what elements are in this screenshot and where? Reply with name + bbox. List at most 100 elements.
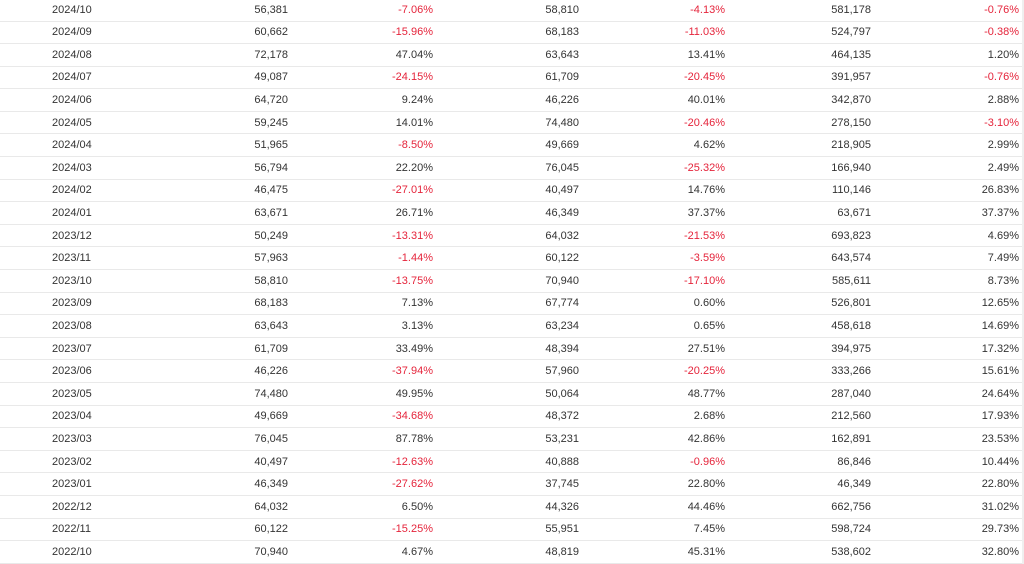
table-row: 2024/05 59,245 14.01% 74,480 -20.46% 278,150 -… — [0, 112, 1024, 135]
table-row: 2024/09 60,662 -15.96% 68,183 -11.03% 524,797… — [0, 22, 1024, 45]
change-1-cell: -37.94% — [392, 365, 433, 378]
date-cell: 2022/12 — [52, 500, 92, 513]
table-row: 2023/10 58,810 -13.75% 70,940 -17.10% 585,611… — [0, 270, 1024, 293]
value-3-cell: 598,724 — [831, 523, 871, 536]
value-3-cell: 394,975 — [831, 342, 871, 355]
date-cell: 2024/01 — [52, 207, 92, 220]
value-3-cell: 538,602 — [831, 545, 871, 558]
change-3-cell: -0.38% — [984, 26, 1019, 39]
table-row: 2022/11 60,122 -15.25% 55,951 7.45% 598,724 29… — [0, 519, 1024, 542]
change-3-cell: 23.53% — [981, 432, 1019, 445]
value-2-cell: 60,122 — [545, 252, 579, 265]
change-1-cell: 47.04% — [395, 48, 433, 61]
change-2-cell: 4.62% — [693, 139, 725, 152]
change-2-cell: -11.03% — [684, 26, 725, 39]
change-3-cell: 2.49% — [987, 161, 1019, 174]
change-3-cell: 1.20% — [987, 48, 1019, 61]
change-1-cell: 14.01% — [395, 116, 433, 129]
value-2-cell: 70,940 — [545, 274, 579, 287]
value-2-cell: 48,394 — [545, 342, 579, 355]
date-cell: 2024/10 — [52, 4, 92, 17]
value-1-cell: 40,497 — [254, 455, 288, 468]
value-3-cell: 524,797 — [831, 26, 871, 39]
change-3-cell: 24.64% — [981, 387, 1019, 400]
value-1-cell: 49,669 — [254, 410, 288, 423]
date-cell: 2023/08 — [52, 320, 92, 333]
change-3-cell: 17.93% — [981, 410, 1019, 423]
change-2-cell: -3.59% — [690, 252, 725, 265]
date-cell: 2023/07 — [52, 342, 92, 355]
change-3-cell: 22.80% — [981, 478, 1019, 491]
table-row: 2024/08 72,178 47.04% 63,643 13.41% 464,135 1.… — [0, 44, 1024, 67]
value-1-cell: 56,794 — [254, 161, 288, 174]
date-cell: 2022/11 — [52, 523, 91, 536]
change-2-cell: -4.13% — [690, 4, 725, 17]
value-2-cell: 40,497 — [545, 184, 579, 197]
table-row: 2024/10 56,381 -7.06% 58,810 -4.13% 581,178 -0… — [0, 0, 1024, 22]
value-3-cell: 86,846 — [837, 455, 871, 468]
date-cell: 2023/06 — [52, 365, 92, 378]
date-cell: 2024/03 — [52, 161, 92, 174]
change-1-cell: 6.50% — [401, 500, 433, 513]
change-1-cell: 26.71% — [395, 207, 433, 220]
table-row: 2023/11 57,963 -1.44% 60,122 -3.59% 643,574 7.… — [0, 247, 1024, 271]
value-3-cell: 166,940 — [831, 161, 871, 174]
value-2-cell: 67,774 — [545, 297, 579, 310]
table-row: 2023/07 61,709 33.49% 48,394 27.51% 394,975 17… — [0, 338, 1024, 361]
value-1-cell: 76,045 — [254, 432, 288, 445]
table-row: 2024/01 63,671 26.71% 46,349 37.37% 63,671 37.… — [0, 202, 1024, 225]
table-row: 2023/12 50,249 -13.31% 64,032 -21.53% 693,823… — [0, 225, 1024, 248]
date-cell: 2023/05 — [52, 387, 92, 400]
value-1-cell: 68,183 — [254, 297, 288, 310]
value-3-cell: 212,560 — [831, 410, 871, 423]
change-2-cell: 22.80% — [687, 478, 725, 491]
change-2-cell: -25.32% — [684, 161, 725, 174]
date-cell: 2023/12 — [52, 229, 92, 242]
value-3-cell: 693,823 — [831, 229, 871, 242]
table-row: 2024/04 51,965 -8.50% 49,669 4.62% 218,905 2.9… — [0, 134, 1024, 158]
date-cell: 2023/02 — [52, 455, 92, 468]
change-2-cell: -0.96% — [690, 455, 725, 468]
value-1-cell: 59,245 — [254, 116, 288, 129]
change-1-cell: -8.50% — [398, 139, 433, 152]
table-row: 2024/07 49,087 -24.15% 61,709 -20.45% 391,957… — [0, 67, 1024, 90]
change-2-cell: -20.46% — [684, 116, 725, 129]
change-3-cell: 29.73% — [981, 523, 1019, 536]
value-1-cell: 63,671 — [254, 207, 288, 220]
change-1-cell: -13.31% — [392, 229, 433, 242]
value-2-cell: 48,372 — [545, 410, 579, 423]
value-1-cell: 46,349 — [254, 478, 288, 491]
value-3-cell: 581,178 — [831, 4, 871, 17]
value-2-cell: 74,480 — [545, 116, 579, 129]
table-row: 2024/06 64,720 9.24% 46,226 40.01% 342,870 2.8… — [0, 89, 1024, 112]
value-3-cell: 585,611 — [832, 274, 871, 287]
change-1-cell: -1.44% — [398, 252, 433, 265]
change-3-cell: -0.76% — [984, 71, 1019, 84]
value-1-cell: 49,087 — [254, 71, 288, 84]
value-2-cell: 49,669 — [545, 139, 579, 152]
change-3-cell: 26.83% — [981, 184, 1019, 197]
table-row: 2024/03 56,794 22.20% 76,045 -25.32% 166,940 2… — [0, 157, 1024, 180]
change-1-cell: -27.62% — [392, 478, 433, 491]
change-2-cell: 13.41% — [687, 48, 725, 61]
table-row: 2023/05 74,480 49.95% 50,064 48.77% 287,040 24… — [0, 383, 1024, 406]
date-cell: 2024/07 — [52, 71, 92, 84]
scrollbar-track[interactable] — [1022, 0, 1024, 564]
value-1-cell: 74,480 — [254, 387, 288, 400]
change-3-cell: 32.80% — [981, 545, 1019, 558]
change-3-cell: 14.69% — [981, 320, 1019, 333]
change-3-cell: -0.76% — [984, 4, 1019, 17]
change-1-cell: 9.24% — [401, 94, 433, 107]
value-3-cell: 278,150 — [831, 116, 871, 129]
value-1-cell: 60,122 — [254, 523, 288, 536]
value-1-cell: 60,662 — [254, 26, 288, 39]
date-cell: 2023/01 — [52, 478, 92, 491]
value-2-cell: 64,032 — [545, 229, 579, 242]
value-1-cell: 72,178 — [254, 48, 288, 61]
value-2-cell: 76,045 — [545, 161, 579, 174]
change-3-cell: 12.65% — [981, 297, 1019, 310]
date-cell: 2024/06 — [52, 94, 92, 107]
value-3-cell: 643,574 — [831, 252, 871, 265]
value-1-cell: 63,643 — [254, 320, 288, 333]
date-cell: 2023/09 — [52, 297, 92, 310]
